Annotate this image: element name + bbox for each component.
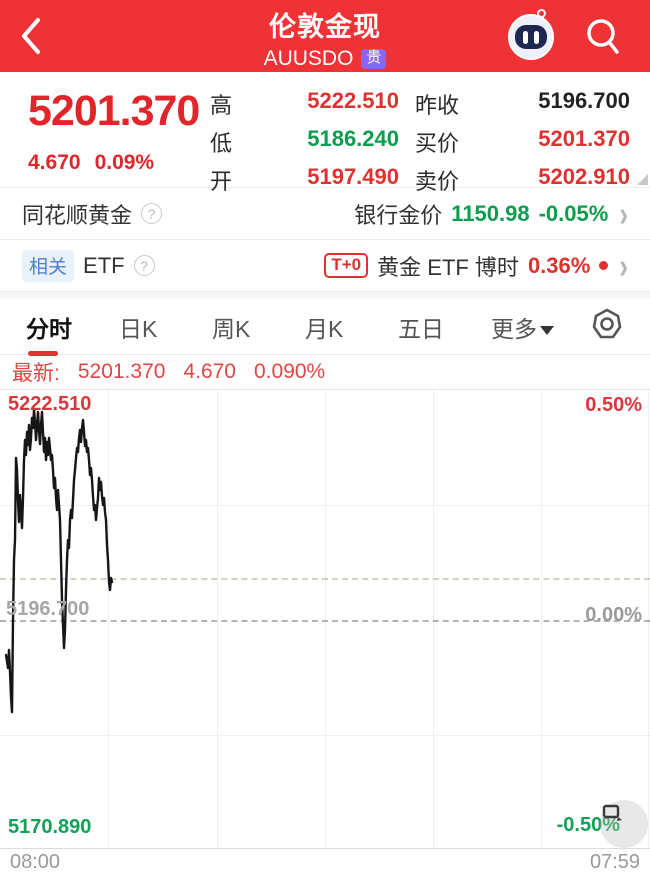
rotate-screen-icon	[602, 804, 622, 821]
tab-minute[interactable]: 分时	[26, 310, 119, 356]
panel-expand-corner	[637, 174, 648, 185]
price-series	[4, 408, 114, 714]
high-label: 高	[210, 93, 233, 118]
prevclose-label: 昨收	[415, 93, 460, 118]
ths-gold-label: 同花顺黄金	[22, 202, 133, 228]
low-label: 低	[210, 131, 233, 156]
low-value: 5186.240	[307, 126, 399, 151]
live-dot-icon	[599, 261, 609, 270]
page-title: 伦敦金现	[269, 12, 381, 42]
ylabel-pct-high: 0.50%	[585, 394, 642, 416]
ask-value: 5202.910	[538, 164, 630, 189]
chart-settings-button[interactable]	[584, 307, 624, 346]
chevron-right-icon: ›	[619, 245, 628, 286]
prevclose-value: 5196.700	[538, 88, 630, 113]
open-value: 5197.490	[307, 164, 399, 189]
tab-weekly[interactable]: 周K	[212, 315, 251, 342]
etf-change: 0.36%	[527, 252, 591, 278]
prev-close-line	[0, 620, 650, 622]
price-change: 4.670	[28, 151, 81, 175]
quote-panel[interactable]: 5201.370 4.670 0.09% 高 5222.510 昨收 5196.…	[0, 72, 650, 194]
bid-label: 买价	[415, 131, 460, 156]
precious-metal-badge: 贵	[361, 49, 387, 69]
high-value: 5222.510	[307, 88, 399, 113]
price-change-pct: 0.09%	[94, 151, 155, 175]
assistant-robot-icon[interactable]	[508, 9, 554, 60]
quote-grid: 高 5222.510 昨收 5196.700 低 5186.240 买价 520…	[210, 86, 630, 194]
t0-badge: T+0	[324, 253, 369, 278]
chart-tabs: 分时 日K 周K 月K 五日 更多	[0, 299, 650, 356]
last-price-line	[0, 578, 650, 580]
ylabel-high: 5222.510	[8, 393, 92, 415]
ylabel-pct-low: -0.50%	[556, 814, 620, 836]
time-start: 08:00	[10, 851, 61, 873]
section-divider	[0, 292, 650, 299]
ylabel-low: 5170.890	[8, 816, 92, 838]
app-header: 伦敦金现 AUUSDO 贵	[0, 0, 650, 72]
time-end: 07:59	[589, 851, 640, 873]
latest-price: 5201.370	[77, 360, 166, 383]
ths-gold-row[interactable]: 同花顺黄金 ? 银行金价 1150.98 -0.05% ›	[0, 188, 650, 240]
etf-name: 黄金 ETF 博时	[377, 254, 519, 280]
landscape-rotate-button[interactable]	[600, 800, 648, 848]
bank-gold-change: -0.05%	[538, 200, 609, 226]
chevron-right-icon: ›	[619, 193, 628, 234]
gear-icon	[592, 308, 622, 339]
ask-label: 卖价	[415, 169, 460, 194]
latest-pct: 0.090%	[254, 360, 326, 383]
related-etf-row[interactable]: 相关 ETF ? T+0 黄金 ETF 博时 0.36% ›	[0, 240, 650, 292]
price-line	[4, 408, 114, 714]
caret-down-icon	[540, 325, 554, 335]
ylabel-prevclose: 5196.700	[6, 598, 90, 620]
last-price: 5201.370	[28, 87, 200, 135]
chart-grid	[0, 390, 650, 848]
etf-label: ETF	[83, 252, 125, 278]
time-axis: 08:00 07:59	[0, 849, 650, 879]
ylabel-pct-zero: 0.00%	[585, 604, 642, 626]
bank-gold-price: 1150.98	[451, 200, 530, 226]
latest-readout: 最新: 5201.370 4.670 0.090%	[0, 355, 650, 389]
related-tag: 相关	[22, 249, 75, 282]
intraday-chart[interactable]: 5222.510 0.50% 5196.700 0.00% 5170.890 -…	[0, 389, 650, 849]
tab-monthly[interactable]: 月K	[305, 315, 344, 342]
latest-label: 最新:	[12, 362, 60, 385]
search-icon[interactable]	[584, 16, 622, 58]
open-label: 开	[210, 169, 233, 194]
header-titles: 伦敦金现 AUUSDO 贵	[0, 5, 650, 71]
help-icon[interactable]: ?	[141, 203, 163, 224]
symbol-code: AUUSDO	[263, 47, 354, 70]
tab-fiveday[interactable]: 五日	[398, 315, 444, 342]
bank-gold-label: 银行金价	[354, 202, 443, 228]
tab-daily[interactable]: 日K	[119, 315, 158, 342]
bid-value: 5201.370	[538, 126, 630, 151]
tab-more[interactable]: 更多	[491, 310, 584, 344]
latest-change: 4.670	[183, 360, 236, 383]
help-icon[interactable]: ?	[133, 255, 155, 276]
back-icon[interactable]	[18, 16, 44, 56]
